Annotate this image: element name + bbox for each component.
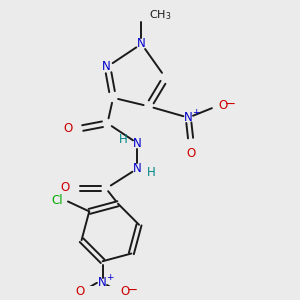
Text: H: H [146, 166, 155, 178]
Text: O: O [218, 99, 227, 112]
Text: O: O [121, 285, 130, 298]
Text: N: N [102, 60, 110, 73]
Text: O: O [75, 285, 84, 298]
Text: N: N [133, 162, 142, 175]
Text: −: − [127, 284, 138, 297]
Text: N: N [133, 136, 142, 150]
Text: N: N [184, 111, 193, 124]
Text: +: + [193, 108, 200, 117]
Text: Cl: Cl [51, 194, 63, 207]
Text: H: H [119, 133, 128, 146]
Text: N: N [137, 38, 146, 50]
Text: −: − [225, 98, 236, 110]
Text: N: N [98, 276, 107, 289]
Text: +: + [106, 273, 113, 282]
Text: CH$_3$: CH$_3$ [148, 8, 171, 22]
Text: O: O [63, 122, 73, 135]
Text: O: O [61, 181, 70, 194]
Text: O: O [187, 146, 196, 160]
